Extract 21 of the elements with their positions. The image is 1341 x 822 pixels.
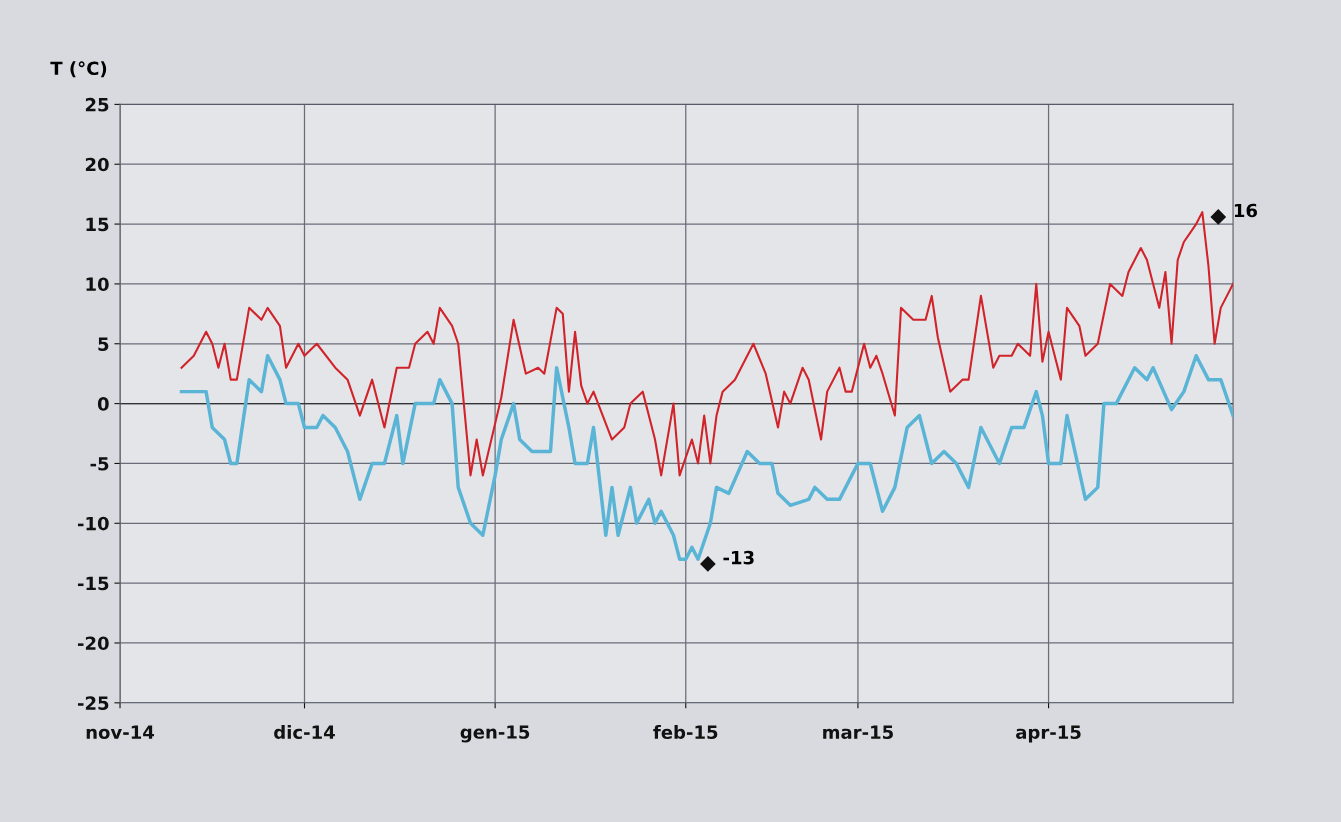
- annotation: 16: [1234, 203, 1258, 218]
- line-series: [180, 211, 1234, 477]
- x-tick-label: apr-15: [1016, 725, 1081, 743]
- y-tick-label: -25: [77, 696, 109, 710]
- y-tick-label: 15: [86, 217, 109, 232]
- y-tick-label: -10: [77, 516, 109, 531]
- y-tick-label: 0: [97, 397, 109, 411]
- x-tick-label: gen-15: [460, 725, 530, 743]
- annotation: -13: [723, 550, 754, 565]
- x-tick-label: feb-15: [653, 725, 718, 740]
- y-tick-label: 10: [86, 277, 109, 292]
- x-tick-label: mar-15: [823, 725, 893, 740]
- y-tick-label: -15: [77, 576, 109, 591]
- y-tick-label: -20: [77, 636, 109, 651]
- y-tick-label: 20: [85, 157, 109, 172]
- y-tick-label: 5: [98, 337, 109, 351]
- y-axis-title: T (°C): [50, 61, 107, 78]
- y-tick-label: 25: [85, 97, 109, 112]
- x-tick-label: dic-14: [274, 725, 335, 740]
- y-tick-label: -5: [90, 457, 109, 471]
- x-tick-label: nov-14: [86, 725, 155, 740]
